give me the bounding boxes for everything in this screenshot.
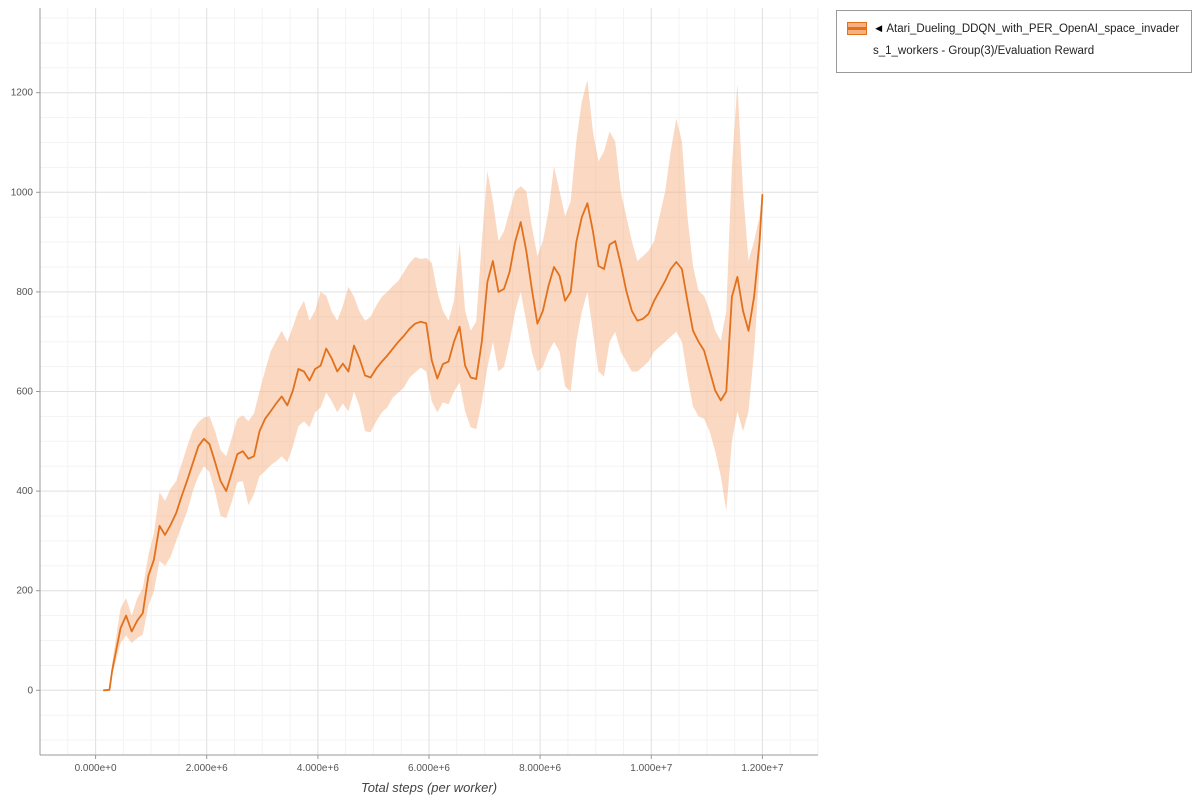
- svg-text:4.000e+6: 4.000e+6: [297, 763, 339, 774]
- legend-collapse-icon[interactable]: ◄: [873, 23, 885, 35]
- svg-text:1200: 1200: [11, 88, 34, 99]
- svg-text:200: 200: [16, 586, 33, 597]
- svg-text:1000: 1000: [11, 187, 34, 198]
- svg-text:6.000e+6: 6.000e+6: [408, 763, 450, 774]
- svg-text:2.000e+6: 2.000e+6: [186, 763, 228, 774]
- svg-text:1.000e+7: 1.000e+7: [630, 763, 672, 774]
- svg-text:400: 400: [16, 486, 33, 497]
- legend-label: Atari_Dueling_DDQN_with_PER_OpenAI_space…: [873, 23, 1180, 58]
- svg-text:1.200e+7: 1.200e+7: [741, 763, 783, 774]
- x-axis-title: Total steps (per worker): [360, 780, 498, 795]
- legend-swatch-icon: [847, 22, 867, 35]
- svg-text:0.000e+0: 0.000e+0: [75, 763, 117, 774]
- svg-text:600: 600: [16, 387, 33, 398]
- svg-text:800: 800: [16, 287, 33, 298]
- legend-item-evaluation-reward[interactable]: ◄ Atari_Dueling_DDQN_with_PER_OpenAI_spac…: [847, 18, 1181, 63]
- legend-text: ◄ Atari_Dueling_DDQN_with_PER_OpenAI_spac…: [873, 18, 1181, 63]
- svg-text:8.000e+6: 8.000e+6: [519, 763, 561, 774]
- reward-chart[interactable]: 0.000e+0 2.000e+6 4.000e+6 6.000e+6 8.000e+6…: [0, 0, 830, 800]
- svg-text:0: 0: [27, 685, 33, 696]
- legend: ◄ Atari_Dueling_DDQN_with_PER_OpenAI_spac…: [836, 10, 1192, 73]
